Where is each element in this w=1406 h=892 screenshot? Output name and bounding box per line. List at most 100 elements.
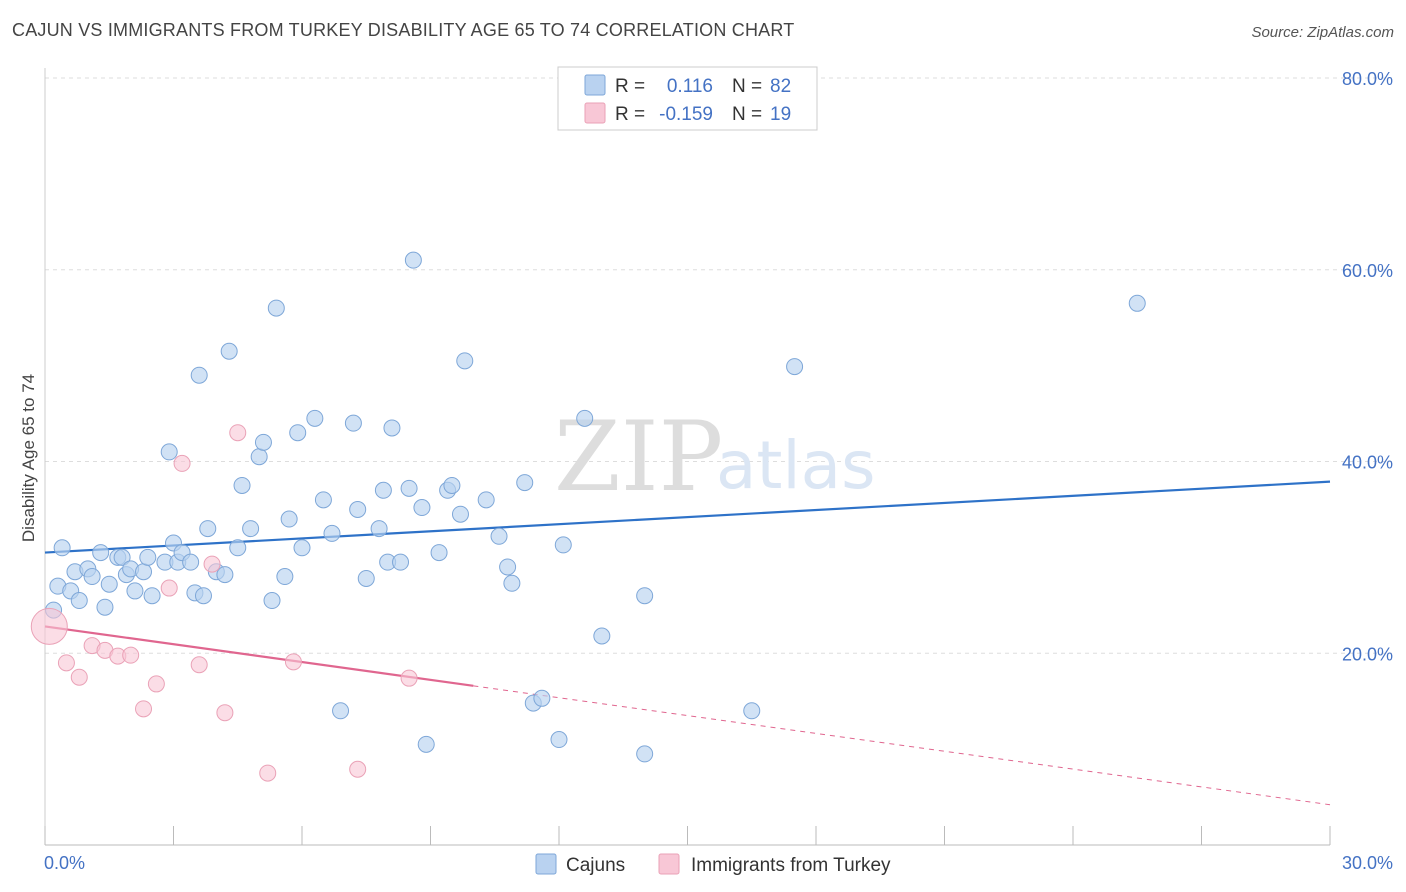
point-cajuns — [263, 592, 281, 610]
point-cajuns — [400, 479, 418, 497]
point-cajuns — [254, 433, 272, 451]
y-tick-label: 80.0% — [1342, 69, 1393, 89]
point-cajuns — [216, 566, 234, 584]
point-cajuns — [139, 548, 157, 566]
legend-n-value: 19 — [770, 104, 791, 125]
point-cajuns — [199, 520, 217, 538]
point-turkey — [229, 424, 247, 442]
point-cajuns — [451, 505, 469, 523]
point-cajuns — [576, 409, 594, 427]
series-legend: Cajuns Immigrants from Turkey — [535, 853, 891, 876]
point-cajuns — [392, 553, 410, 571]
point-cajuns — [160, 443, 178, 461]
point-turkey — [173, 454, 191, 472]
point-cajuns — [113, 548, 131, 566]
point-cajuns — [636, 745, 654, 763]
point-turkey — [400, 669, 418, 687]
legend-n-label: N = — [732, 104, 762, 125]
legend-n-value: 82 — [770, 76, 791, 97]
x-tick-label: 30.0% — [1342, 853, 1393, 873]
axes — [44, 68, 1331, 846]
correlation-legend: R = 0.116 N = 82 R = -0.159 N = 19 — [557, 66, 818, 131]
legend-n-label: N = — [732, 76, 762, 97]
legend-r-value: 0.116 — [667, 76, 713, 97]
y-tick-label: 40.0% — [1342, 453, 1393, 473]
point-cajuns — [413, 499, 431, 517]
point-turkey — [203, 555, 221, 573]
point-cajuns — [70, 592, 88, 610]
point-cajuns — [233, 476, 251, 494]
point-cajuns — [143, 587, 161, 605]
point-cajuns — [490, 527, 508, 545]
point-cajuns — [499, 558, 517, 576]
point-cajuns — [786, 358, 804, 376]
legend-label-turkey: Immigrants from Turkey — [691, 855, 891, 876]
point-cajuns — [194, 587, 212, 605]
point-cajuns — [83, 568, 101, 586]
point-cajuns — [96, 598, 114, 616]
point-cajuns — [1128, 294, 1146, 312]
watermark: ZIP atlas — [554, 401, 876, 513]
point-turkey — [216, 704, 234, 722]
point-turkey — [147, 675, 165, 693]
point-cajuns — [242, 520, 260, 538]
point-cajuns — [332, 702, 350, 720]
point-cajuns — [554, 536, 572, 554]
point-cajuns — [404, 251, 422, 269]
point-cajuns — [357, 569, 375, 587]
tick-labels: 20.0% 40.0% 60.0% 80.0% 0.0% 30.0% — [44, 69, 1393, 873]
point-cajuns — [276, 568, 294, 586]
point-cajuns — [383, 419, 401, 437]
point-cajuns — [503, 574, 521, 592]
point-cajuns — [374, 481, 392, 499]
y-tick-label: 60.0% — [1342, 261, 1393, 281]
point-cajuns — [100, 575, 118, 593]
x-tick-label: 0.0% — [44, 853, 85, 873]
point-cajuns — [370, 520, 388, 538]
y-tick-label: 20.0% — [1342, 644, 1393, 664]
chart-title: CAJUN VS IMMIGRANTS FROM TURKEY DISABILI… — [12, 20, 795, 40]
point-cajuns — [289, 424, 307, 442]
point-cajuns — [314, 491, 332, 509]
legend-swatch-turkey — [658, 853, 680, 875]
point-cajuns — [550, 731, 568, 749]
point-cajuns — [126, 582, 144, 600]
point-cajuns — [344, 414, 362, 432]
point-cajuns — [430, 544, 448, 562]
point-cajuns — [250, 448, 268, 466]
point-turkey — [259, 764, 277, 782]
point-cajuns — [280, 510, 298, 528]
legend-r-value: -0.159 — [659, 104, 713, 125]
point-cajuns — [293, 539, 311, 557]
trend-lines — [44, 480, 1331, 806]
point-turkey — [160, 579, 178, 597]
trendline-cajuns — [44, 480, 1331, 554]
legend-r-label: R = — [615, 104, 645, 125]
trendline-turkey-projection — [473, 685, 1331, 806]
point-turkey — [284, 653, 302, 671]
point-cajuns — [417, 735, 435, 753]
point-cajuns — [636, 587, 654, 605]
point-cajuns — [477, 491, 495, 509]
point-cajuns — [229, 539, 247, 557]
point-cajuns — [593, 627, 611, 645]
point-cajuns — [92, 544, 110, 562]
point-cajuns — [267, 299, 285, 317]
point-turkey — [122, 646, 140, 664]
point-cajuns — [182, 553, 200, 571]
point-turkey — [70, 668, 88, 686]
watermark-atlas: atlas — [716, 427, 876, 504]
point-cajuns — [306, 409, 324, 427]
point-cajuns — [516, 474, 534, 492]
point-turkey — [349, 760, 367, 778]
legend-r-label: R = — [615, 76, 645, 97]
point-cajuns — [533, 689, 551, 707]
legend-label-cajuns: Cajuns — [566, 855, 625, 876]
point-turkey — [57, 654, 75, 672]
data-points — [30, 251, 1146, 782]
source-label: Source: ZipAtlas.com — [1251, 24, 1394, 41]
legend-swatch-cajuns — [535, 853, 557, 875]
y-axis-label: Disability Age 65 to 74 — [19, 374, 38, 542]
grid-lines — [45, 77, 1392, 654]
